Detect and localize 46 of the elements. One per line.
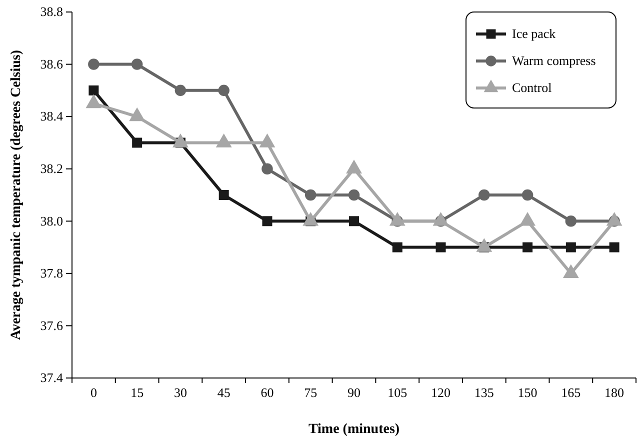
y-tick-label: 37.4 <box>40 370 64 386</box>
point <box>566 242 576 252</box>
point <box>262 216 272 226</box>
y-tick-label: 38.8 <box>40 4 63 20</box>
y-tick-label: 38.2 <box>40 161 63 176</box>
point <box>218 84 230 96</box>
x-tick-label: 165 <box>561 385 581 400</box>
y-axis-title: Average tympanic temperature (degrees Celsius) <box>9 50 24 340</box>
x-tick-label: 75 <box>304 385 318 400</box>
x-tick-label: 180 <box>604 385 624 400</box>
point <box>349 216 359 226</box>
x-tick-label: 60 <box>260 385 274 400</box>
x-tick-label: 90 <box>348 385 360 400</box>
point <box>522 242 533 252</box>
x-tick-label: 30 <box>174 385 187 400</box>
x-axis-title: Time (minutes) <box>308 422 400 437</box>
point <box>609 242 620 252</box>
point <box>88 58 100 70</box>
x-tick-label: 135 <box>474 385 494 400</box>
point <box>478 189 490 201</box>
point <box>132 138 142 148</box>
x-tick-label: 0 <box>90 385 97 400</box>
point <box>348 189 360 201</box>
point <box>436 242 446 252</box>
x-tick-label: 105 <box>388 385 408 400</box>
legend-label: Control <box>512 80 552 95</box>
point <box>304 189 316 201</box>
y-tick-label: 37.6 <box>40 318 64 333</box>
point <box>392 242 402 252</box>
y-tick-label: 38.0 <box>40 213 63 228</box>
x-tick-label: 15 <box>130 385 144 400</box>
point <box>131 58 143 70</box>
point <box>218 190 229 200</box>
x-tick-label: 120 <box>431 385 451 400</box>
legend-label: Ice pack <box>512 26 556 41</box>
point <box>522 189 534 201</box>
point <box>565 216 577 227</box>
y-tick-label: 38.4 <box>40 108 64 124</box>
y-tick-label: 37.8 <box>40 266 63 281</box>
point <box>262 163 273 174</box>
point <box>174 84 186 96</box>
legend-label: Warm compress <box>512 53 596 68</box>
y-tick-label: 38.6 <box>40 56 64 72</box>
x-tick-label: 150 <box>518 385 538 400</box>
x-tick-label: 45 <box>217 385 230 400</box>
point <box>88 85 99 96</box>
